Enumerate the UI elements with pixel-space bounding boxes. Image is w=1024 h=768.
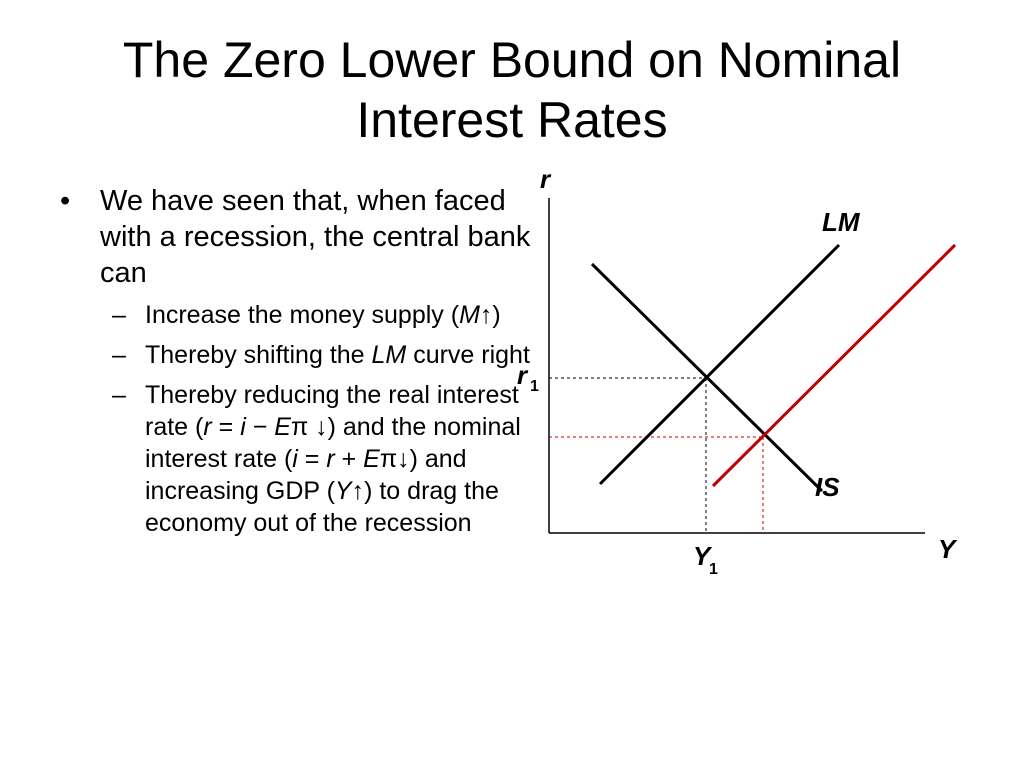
bullet-marker: • (60, 185, 71, 217)
italic-symbol: E (274, 413, 291, 441)
sub-bullet-list: – Increase the money supply (M↑) – There… (100, 299, 535, 539)
r1-label: r (517, 360, 529, 390)
italic-symbol: LM (371, 341, 407, 369)
sub-bullet-text: Thereby reducing the real interest rate … (145, 381, 521, 537)
sub-bullet-text: Thereby shifting the LM curve right (145, 341, 530, 369)
sub-bullet-marker: – (112, 341, 126, 369)
italic-symbol: i (292, 445, 298, 473)
sub-bullet-item: – Increase the money supply (M↑) (100, 299, 535, 331)
sub-bullet-marker: – (112, 301, 126, 329)
italic-symbol: M (459, 301, 480, 329)
italic-symbol: E (363, 445, 380, 473)
x-axis-label: Y (938, 534, 958, 564)
sub-bullet-item: – Thereby reducing the real interest rat… (100, 379, 535, 539)
y1-label: Y (693, 541, 713, 571)
sub-bullet-item: – Thereby shifting the LM curve right (100, 339, 535, 371)
italic-symbol: r (326, 445, 335, 473)
lm-shifted-curve (711, 243, 957, 488)
y1-subscript: 1 (709, 561, 718, 578)
slide-title: The Zero Lower Bound on Nominal Interest… (122, 32, 902, 148)
italic-symbol: Y (334, 477, 352, 505)
r1-subscript: 1 (530, 378, 539, 395)
y-axis-label: r (540, 164, 552, 194)
bullet-list: • We have seen that, when faced with a r… (55, 183, 535, 547)
sub-bullet-marker: – (112, 381, 126, 409)
bullet-text: We have seen that, when faced with a rec… (100, 185, 531, 289)
is-label: IS (815, 472, 840, 502)
bullet-item: • We have seen that, when faced with a r… (55, 183, 535, 539)
sub-bullet-text: Increase the money supply (M↑) (145, 301, 501, 329)
lm-curve (598, 243, 841, 486)
italic-symbol: i (240, 413, 246, 441)
italic-symbol: r (203, 413, 212, 441)
lm-label: LM (822, 207, 861, 237)
